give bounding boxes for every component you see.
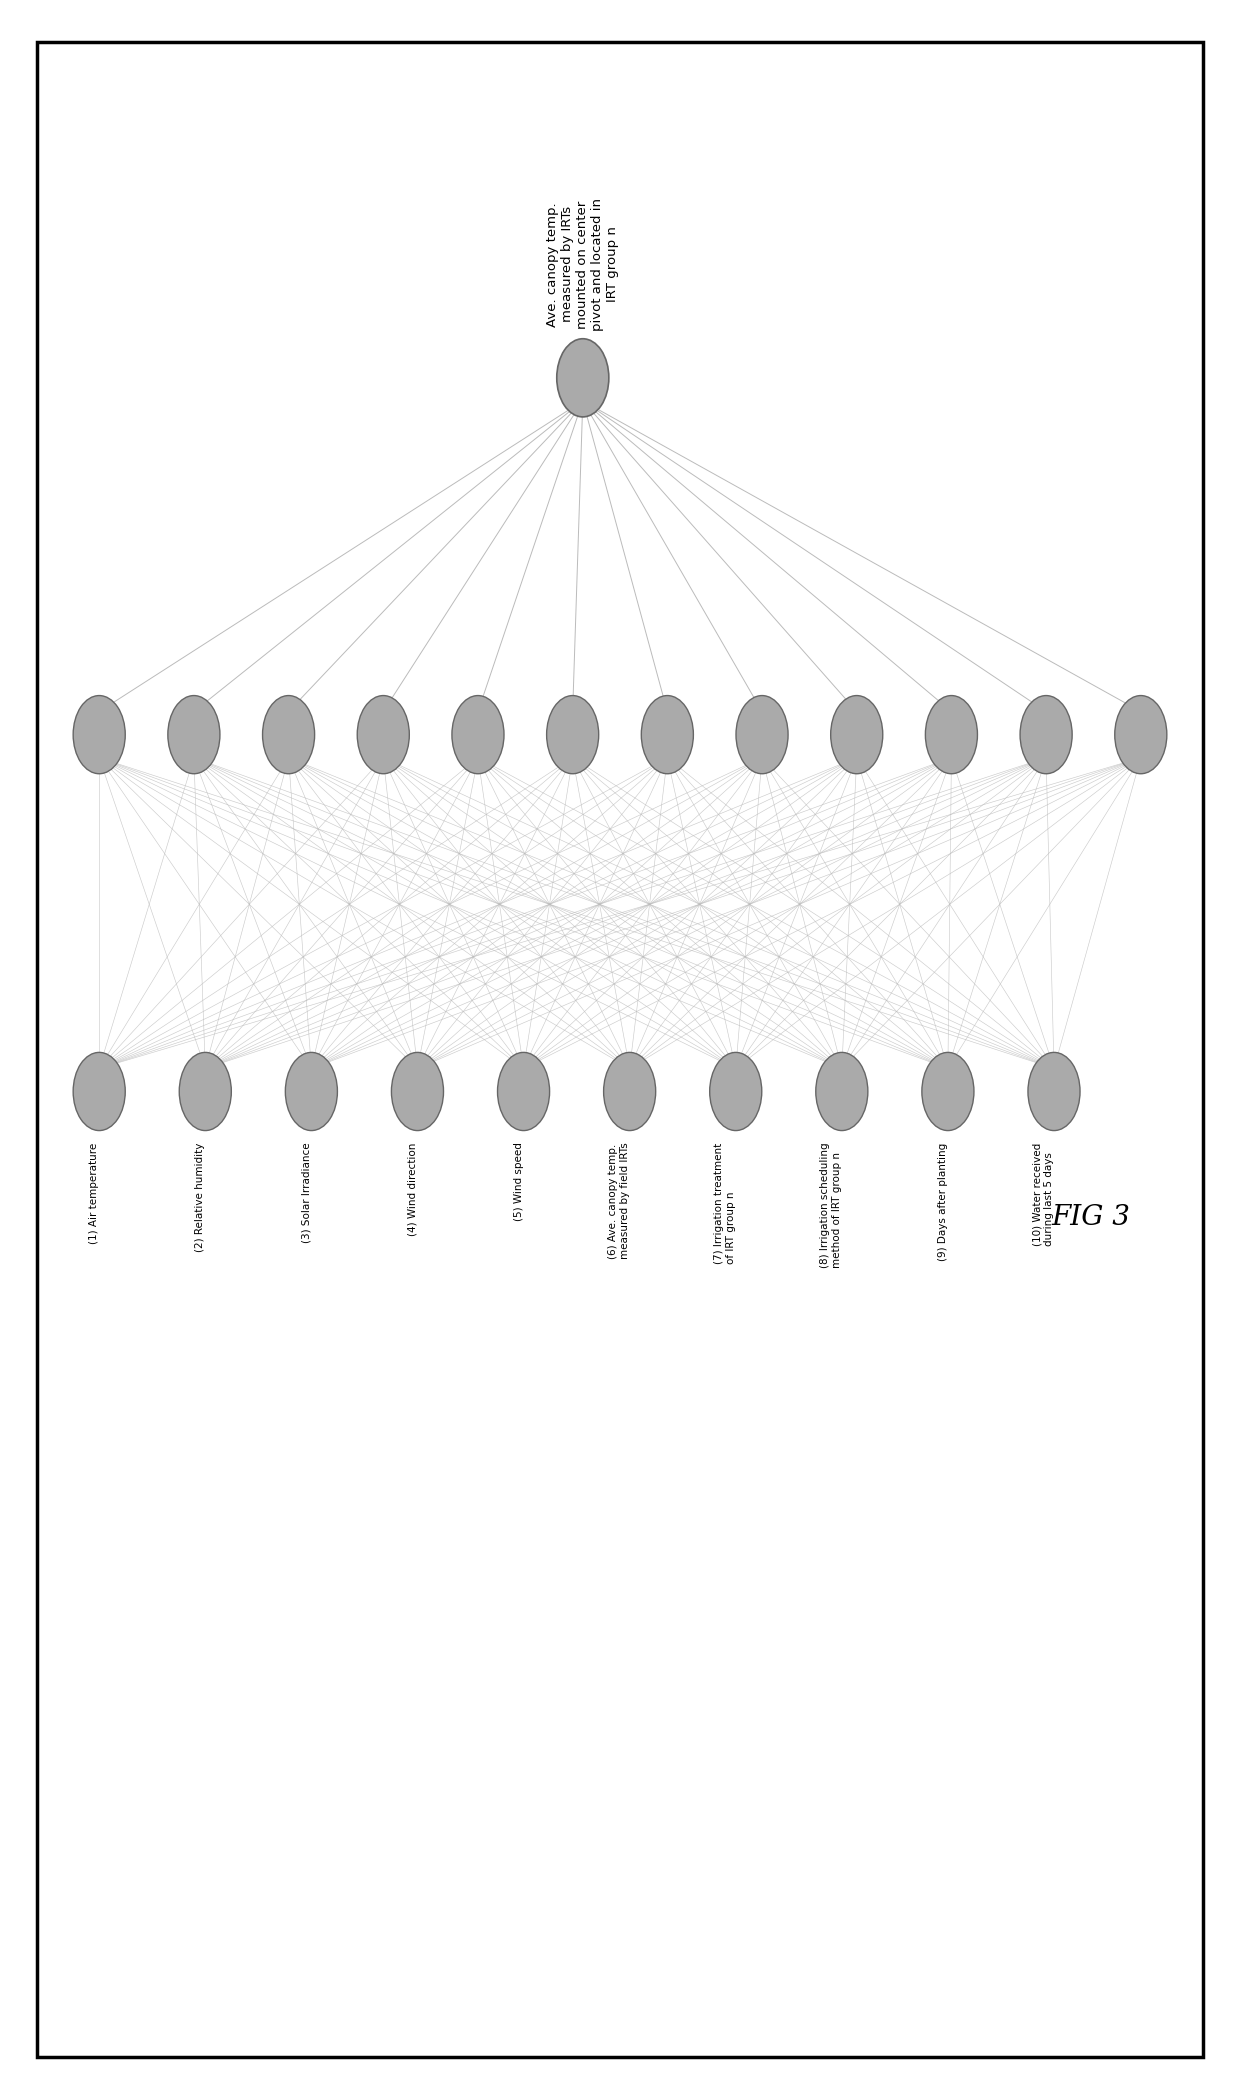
Text: Ave. canopy temp.
measured by IRTs
mounted on center
pivot and located in
IRT gr: Ave. canopy temp. measured by IRTs mount… [547, 197, 619, 332]
Ellipse shape [167, 695, 219, 775]
Ellipse shape [180, 1052, 232, 1131]
Ellipse shape [497, 1052, 549, 1131]
Text: FIG 3: FIG 3 [1052, 1205, 1131, 1230]
Text: (8) Irrigation scheduling
method of IRT group n: (8) Irrigation scheduling method of IRT … [820, 1142, 842, 1268]
Text: (1) Air temperature: (1) Air temperature [89, 1142, 99, 1243]
Text: (10) Water received
during last 5 days: (10) Water received during last 5 days [1033, 1142, 1054, 1245]
Text: (5) Wind speed: (5) Wind speed [513, 1142, 523, 1222]
Ellipse shape [1028, 1052, 1080, 1131]
Ellipse shape [641, 695, 693, 775]
Ellipse shape [737, 695, 789, 775]
Ellipse shape [925, 695, 977, 775]
Ellipse shape [285, 1052, 337, 1131]
Ellipse shape [73, 695, 125, 775]
Ellipse shape [451, 695, 503, 775]
Ellipse shape [816, 1052, 868, 1131]
Ellipse shape [547, 695, 599, 775]
Text: (3) Solar Irradiance: (3) Solar Irradiance [301, 1142, 311, 1243]
Ellipse shape [831, 695, 883, 775]
Ellipse shape [604, 1052, 656, 1131]
Ellipse shape [1021, 695, 1073, 775]
Ellipse shape [73, 1052, 125, 1131]
Ellipse shape [263, 695, 315, 775]
Ellipse shape [709, 1052, 761, 1131]
Ellipse shape [1115, 695, 1167, 775]
Ellipse shape [921, 1052, 973, 1131]
Text: (4) Wind direction: (4) Wind direction [408, 1142, 418, 1236]
Text: (9) Days after planting: (9) Days after planting [937, 1142, 947, 1261]
Ellipse shape [557, 338, 609, 418]
Text: (2) Relative humidity: (2) Relative humidity [195, 1142, 206, 1251]
Ellipse shape [392, 1052, 444, 1131]
Text: (6) Ave. canopy temp.
measured by field IRTs: (6) Ave. canopy temp. measured by field … [608, 1142, 630, 1259]
Ellipse shape [357, 695, 409, 775]
Text: (7) Irrigation treatment
of IRT group n: (7) Irrigation treatment of IRT group n [714, 1142, 735, 1264]
